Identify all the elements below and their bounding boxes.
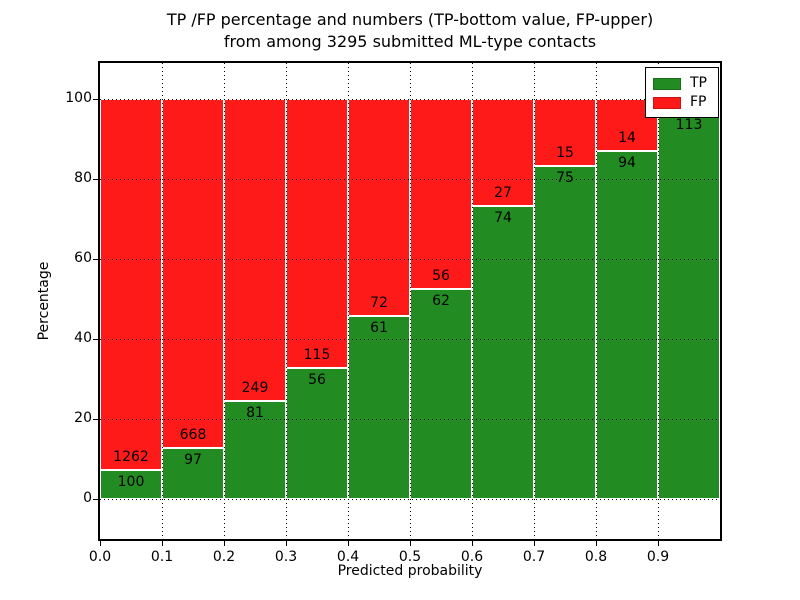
tp-legend-swatch [653,77,681,90]
bar-count-label-tp: 74 [494,209,512,226]
fp-legend-swatch [653,96,681,109]
x-tick [348,541,349,546]
y-tick-label: 20 [74,410,92,426]
y-tick-label: 40 [74,330,92,346]
gridline-vertical [286,63,287,539]
x-tick [658,541,659,546]
y-tick [93,99,98,100]
x-tick [100,541,101,546]
bar-segment-fp [224,99,286,401]
x-tick [410,541,411,546]
bar-count-label-fp: 15 [556,144,574,161]
bar-segment-tp [100,469,162,499]
x-tick-label: 0.2 [212,549,236,565]
bar-count-label-tp: 97 [184,452,202,469]
bar-segment-tp [596,150,658,499]
bar-count-label-fp: 27 [494,184,512,201]
bar-segment-tp [658,112,720,499]
legend-entry: FP [653,94,711,111]
bar-segment-fp [162,99,224,449]
x-tick-label: 0.7 [522,549,546,565]
bar-count-label-fp: 249 [241,379,269,396]
y-axis-label: Percentage [36,261,52,341]
bar-count-label-tp: 81 [246,404,264,421]
x-tick [534,541,535,546]
bar-segment-fp [100,99,162,470]
gridline-vertical [348,63,349,539]
chart-title-line-1: TP /FP percentage and numbers (TP-bottom… [166,10,654,29]
x-tick [472,541,473,546]
bar-count-label-fp: 56 [432,267,450,284]
x-tick-label: 0.1 [150,549,174,565]
y-tick-label: 80 [74,170,92,186]
y-tick-label: 0 [83,490,92,506]
chart-title: TP /FP percentage and numbers (TP-bottom… [100,9,720,53]
chart-title-line-2: from among 3295 submitted ML-type contac… [223,32,597,51]
bar-count-label-fp: 72 [370,294,388,311]
y-tick [93,179,98,180]
x-tick-label: 0.8 [584,549,608,565]
bar-segment-tp [162,448,224,499]
bar-segment-tp [286,368,348,499]
x-tick-label: 0.3 [274,549,298,565]
gridline-vertical [596,63,597,539]
legend-entry: TP [653,75,711,92]
x-tick-label: 0.9 [646,549,670,565]
legend-label: FP [690,94,707,110]
y-tick [93,259,98,260]
y-tick-label: 60 [74,250,92,266]
x-tick-label: 0.5 [398,549,422,565]
gridline-vertical [534,63,535,539]
x-tick-label: 0.0 [88,549,112,565]
bar-segment-fp [410,99,472,289]
gridline-vertical [472,63,473,539]
x-tick-label: 0.6 [460,549,484,565]
x-tick-label: 0.4 [336,549,360,565]
bar-segment-fp [286,99,348,368]
bar-segment-tp [534,165,596,499]
x-tick [596,541,597,546]
bar-segment-fp [348,99,410,316]
gridline-vertical [410,63,411,539]
bar-count-label-tp: 61 [370,319,388,336]
gridline-vertical [162,63,163,539]
bar-count-label-tp: 62 [432,292,450,309]
x-tick [286,541,287,546]
bar-count-label-fp: 14 [618,129,636,146]
y-tick [93,499,98,500]
bar-segment-tp [472,205,534,499]
y-tick [93,419,98,420]
legend: TP FP [645,67,719,118]
bar-segment-tp [348,315,410,499]
bar-count-label-tp: 100 [117,473,145,490]
bar-segment-tp [410,288,472,499]
bar-count-label-fp: 1262 [113,448,149,465]
y-tick [93,339,98,340]
gridline-vertical [224,63,225,539]
bar-count-label-tp: 94 [618,154,636,171]
bar-count-label-tp: 56 [308,372,326,388]
y-tick-label: 100 [65,90,92,106]
bar-count-label-fp: 668 [179,427,207,444]
legend-label: TP [690,75,707,91]
bar-count-label-fp: 115 [303,347,331,363]
bar-count-label-tp: 75 [556,169,574,186]
x-tick [224,541,225,546]
x-axis-label: Predicted probability [337,563,483,579]
plot-area: 1262 100 668 97 249 81 115 56 72 61 56 62 27 74 15 75 14… [65,63,720,565]
bar-count-label-tp: 113 [675,116,703,133]
x-tick [162,541,163,546]
gridline-vertical [658,63,659,539]
